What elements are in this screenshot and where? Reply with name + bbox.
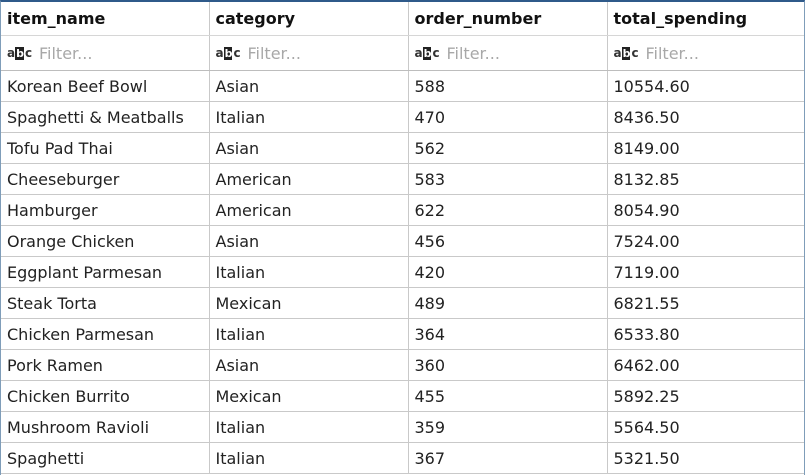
filter-input-total-spending[interactable] [645, 43, 786, 63]
cell-item-name[interactable]: Steak Torta [1, 287, 210, 319]
cell-item-name[interactable]: Spaghetti & Meatballs [1, 101, 210, 133]
table-row[interactable]: Hamburger American 622 8054.90 [1, 194, 804, 226]
cell-order-number[interactable]: 364 [408, 318, 608, 350]
cell-order-number[interactable]: 622 [408, 194, 608, 226]
cell-total-spending[interactable]: 5321.50 [607, 442, 804, 474]
table-row[interactable]: Eggplant Parmesan Italian 420 7119.00 [1, 256, 804, 288]
filter-row: abc abc abc [1, 35, 804, 71]
table-row[interactable]: Pork Ramen Asian 360 6462.00 [1, 349, 804, 381]
cell-category[interactable]: Italian [209, 442, 409, 474]
column-header-category[interactable]: category [209, 2, 409, 36]
column-header-order-number[interactable]: order_number [408, 2, 608, 36]
cell-order-number[interactable]: 420 [408, 256, 608, 288]
cell-total-spending[interactable]: 8132.85 [607, 163, 804, 195]
cell-total-spending[interactable]: 6821.55 [607, 287, 804, 319]
table-row[interactable]: Steak Torta Mexican 489 6821.55 [1, 287, 804, 319]
table-row[interactable]: Chicken Burrito Mexican 455 5892.25 [1, 380, 804, 412]
column-header-item-name[interactable]: item_name [1, 2, 210, 36]
cell-category[interactable]: American [209, 194, 409, 226]
table-row[interactable]: Spaghetti Italian 367 5321.50 [1, 442, 804, 474]
cell-item-name[interactable]: Orange Chicken [1, 225, 210, 257]
cell-order-number[interactable]: 359 [408, 411, 608, 443]
cell-category[interactable]: Italian [209, 256, 409, 288]
cell-order-number[interactable]: 360 [408, 349, 608, 381]
cell-item-name[interactable]: Hamburger [1, 194, 210, 226]
cell-order-number[interactable]: 367 [408, 442, 608, 474]
cell-order-number[interactable]: 456 [408, 225, 608, 257]
cell-item-name[interactable]: Tofu Pad Thai [1, 132, 210, 164]
cell-category[interactable]: Mexican [209, 380, 409, 412]
cell-order-number[interactable]: 562 [408, 132, 608, 164]
cell-item-name[interactable]: Pork Ramen [1, 349, 210, 381]
cell-category[interactable]: Asian [209, 225, 409, 257]
cell-category[interactable]: Italian [209, 411, 409, 443]
cell-item-name[interactable]: Cheeseburger [1, 163, 210, 195]
cell-item-name[interactable]: Chicken Burrito [1, 380, 210, 412]
table-row[interactable]: Cheeseburger American 583 8132.85 [1, 163, 804, 195]
table-row[interactable]: Orange Chicken Asian 456 7524.00 [1, 225, 804, 257]
cell-item-name[interactable]: Chicken Parmesan [1, 318, 210, 350]
cell-category[interactable]: Mexican [209, 287, 409, 319]
cell-item-name[interactable]: Eggplant Parmesan [1, 256, 210, 288]
cell-total-spending[interactable]: 5564.50 [607, 411, 804, 443]
table-row[interactable]: Mushroom Ravioli Italian 359 5564.50 [1, 411, 804, 443]
cell-total-spending[interactable]: 6533.80 [607, 318, 804, 350]
filter-input-order-number[interactable] [446, 43, 587, 63]
cell-category[interactable]: Italian [209, 101, 409, 133]
cell-total-spending[interactable]: 8149.00 [607, 132, 804, 164]
cell-item-name[interactable]: Korean Beef Bowl [1, 70, 210, 102]
filter-input-item-name[interactable] [39, 43, 179, 63]
table-body: Korean Beef Bowl Asian 588 10554.60 Spag… [1, 70, 804, 474]
cell-total-spending[interactable]: 8054.90 [607, 194, 804, 226]
cell-order-number[interactable]: 583 [408, 163, 608, 195]
filter-input-category[interactable] [247, 43, 388, 63]
cell-order-number[interactable]: 489 [408, 287, 608, 319]
cell-total-spending[interactable]: 6462.00 [607, 349, 804, 381]
cell-total-spending[interactable]: 7524.00 [607, 225, 804, 257]
table-row[interactable]: Korean Beef Bowl Asian 588 10554.60 [1, 70, 804, 102]
cell-category[interactable]: Asian [209, 349, 409, 381]
cell-category[interactable]: Italian [209, 318, 409, 350]
cell-item-name[interactable]: Spaghetti [1, 442, 210, 474]
cell-category[interactable]: American [209, 163, 409, 195]
cell-total-spending[interactable]: 7119.00 [607, 256, 804, 288]
cell-total-spending[interactable]: 10554.60 [607, 70, 804, 102]
column-header-total-spending[interactable]: total_spending [607, 2, 804, 36]
table-row[interactable]: Spaghetti & Meatballs Italian 470 8436.5… [1, 101, 804, 133]
cell-order-number[interactable]: 470 [408, 101, 608, 133]
cell-total-spending[interactable]: 5892.25 [607, 380, 804, 412]
cell-category[interactable]: Asian [209, 132, 409, 164]
cell-total-spending[interactable]: 8436.50 [607, 101, 804, 133]
cell-order-number[interactable]: 588 [408, 70, 608, 102]
cell-order-number[interactable]: 455 [408, 380, 608, 412]
cell-item-name[interactable]: Mushroom Ravioli [1, 411, 210, 443]
table-row[interactable]: Chicken Parmesan Italian 364 6533.80 [1, 318, 804, 350]
table-row[interactable]: Tofu Pad Thai Asian 562 8149.00 [1, 132, 804, 164]
header-row: item_name category order_number total_sp… [1, 2, 804, 36]
cell-category[interactable]: Asian [209, 70, 409, 102]
